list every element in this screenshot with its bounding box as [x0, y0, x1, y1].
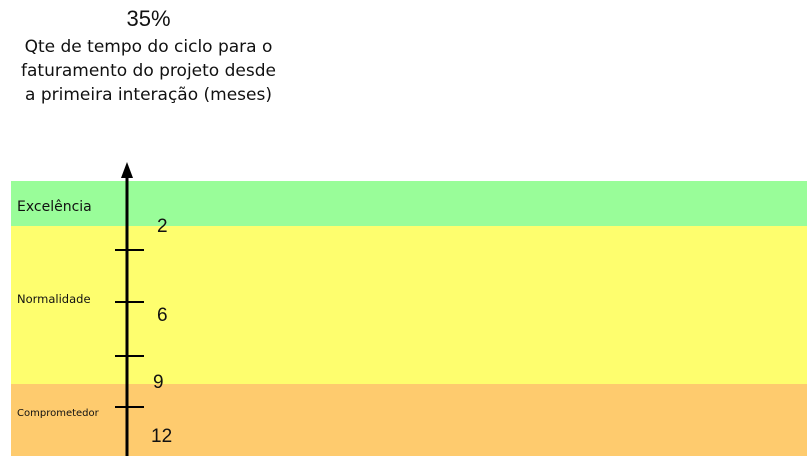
tick-label: 12 — [151, 426, 173, 447]
band-label-excelencia: Excelência — [17, 199, 92, 215]
band-normalidade — [11, 226, 807, 384]
band-label-comprometedor: Comprometedor — [17, 408, 99, 419]
band-comprometedor — [11, 384, 807, 456]
tick-label: 2 — [157, 216, 168, 237]
band-excelencia — [11, 181, 807, 226]
axis-title: Qte de tempo do ciclo para o faturamento… — [21, 37, 276, 105]
axis-arrowhead — [121, 162, 133, 178]
tick-label: 6 — [157, 305, 168, 326]
percentage-value: 35% — [126, 6, 171, 31]
tick-label: 9 — [153, 372, 164, 393]
band-label-normalidade: Normalidade — [17, 292, 91, 306]
